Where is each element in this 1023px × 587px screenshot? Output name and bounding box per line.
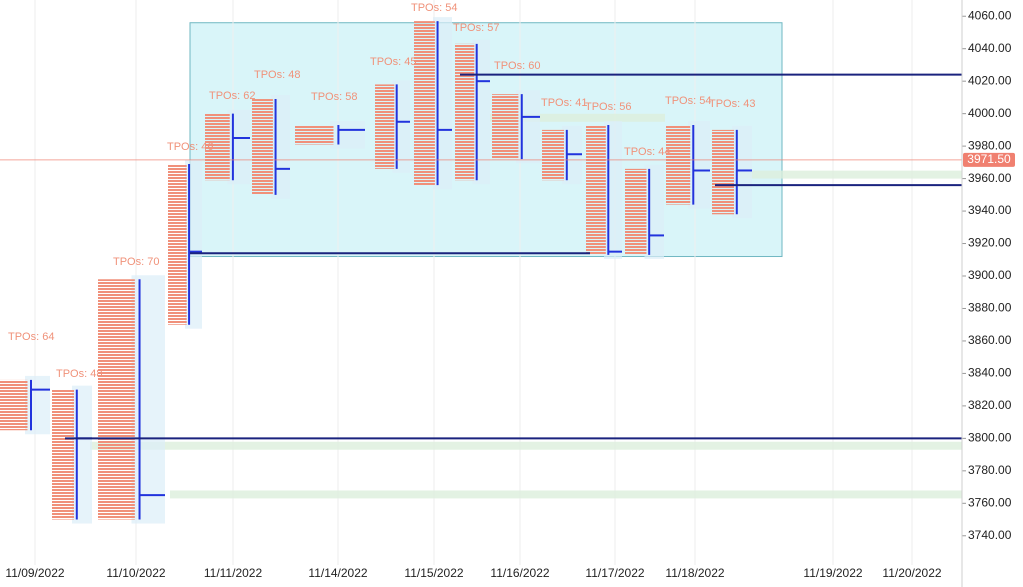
tpo-label: TPOs: 54 [411,2,457,14]
y-tick-label: 3760.00 [968,495,1012,509]
profile-range [52,389,74,520]
tpo-label: TPOs: 46 [167,141,213,153]
profile-range [666,125,691,205]
profile-halo [472,39,490,185]
profile-range [712,129,734,215]
profile-halo [271,95,290,199]
profile-range [492,94,519,160]
x-tick-label: 11/10/2022 [106,566,165,580]
x-tick-label: 11/15/2022 [404,566,463,580]
tpo-label: TPOs: 60 [494,60,540,72]
value-band [170,490,962,499]
profile-range [375,84,395,169]
value-band [490,113,665,122]
tpo-label: TPOs: 43 [709,98,755,110]
y-tick-label: 3780.00 [968,463,1012,477]
profile-halo [330,121,365,149]
tpo-label: TPOs: 48 [254,69,300,81]
profile-halo [131,275,165,524]
tpo-label: TPOs: 58 [311,91,357,103]
profile-halo [604,121,622,259]
profile-range [586,125,606,255]
profile-halo [185,159,202,329]
profile-range [168,163,187,325]
tpo-label: TPOs: 44 [624,146,670,158]
y-tick-label: 3860.00 [968,333,1012,347]
y-tick-label: 3960.00 [968,171,1012,185]
current-price-tag [963,152,1015,167]
y-tick-label: 3740.00 [968,528,1012,542]
y-tick-label: 3840.00 [968,366,1012,380]
profile-range [542,129,564,181]
profile-halo [433,17,452,190]
y-tick-label: 3820.00 [968,398,1012,412]
profile-range [295,125,334,145]
y-tick-label: 4040.00 [968,41,1012,55]
x-tick-label: 11/09/2022 [5,566,64,580]
tpo-label: TPOs: 54 [665,95,711,107]
tpo-label: TPOs: 41 [541,97,587,109]
profile-range [0,379,28,431]
profile-halo [516,90,540,164]
x-tick-label: 11/19/2022 [803,566,862,580]
profile-halo [688,121,710,209]
y-tick-label: 3800.00 [968,431,1012,445]
profile-halo [25,375,50,435]
tpo-label: TPOs: 45 [370,56,416,68]
tpo-label: TPOs: 62 [209,90,255,102]
profile-range [98,279,135,520]
profile-range [455,43,475,181]
x-tick-label: 11/17/2022 [585,566,644,580]
profile-halo [732,125,752,219]
y-tick-label: 4000.00 [968,106,1012,120]
profile-halo [644,164,664,259]
x-tick-label: 11/11/2022 [204,566,263,580]
profile-range [205,113,230,181]
tpo-label: TPOs: 64 [8,331,54,343]
profile-range [625,168,647,255]
y-tick-label: 3980.00 [968,138,1012,152]
x-tick-label: 11/14/2022 [308,566,367,580]
y-tick-label: 3940.00 [968,203,1012,217]
value-band [740,170,962,179]
y-tick-label: 3900.00 [968,268,1012,282]
tpo-label: TPOs: 70 [113,256,159,268]
value-band [90,441,962,450]
y-tick-label: 4060.00 [968,8,1012,22]
profile-range [414,21,435,186]
profile-halo [227,109,250,185]
profile-halo [72,385,92,524]
x-tick-label: 11/20/2022 [882,566,941,580]
current-price-label: 3971.50 [967,152,1011,166]
y-tick-label: 3880.00 [968,301,1012,315]
profile-halo [392,80,410,173]
x-tick-label: 11/18/2022 [665,566,724,580]
profile-range [252,99,273,195]
y-tick-label: 4020.00 [968,73,1012,87]
tpo-label: TPOs: 56 [585,101,631,113]
tpo-label: TPOs: 57 [453,22,499,34]
tpo-label: TPOs: 48 [56,368,102,380]
y-tick-label: 3920.00 [968,236,1012,250]
x-tick-label: 11/16/2022 [490,566,549,580]
